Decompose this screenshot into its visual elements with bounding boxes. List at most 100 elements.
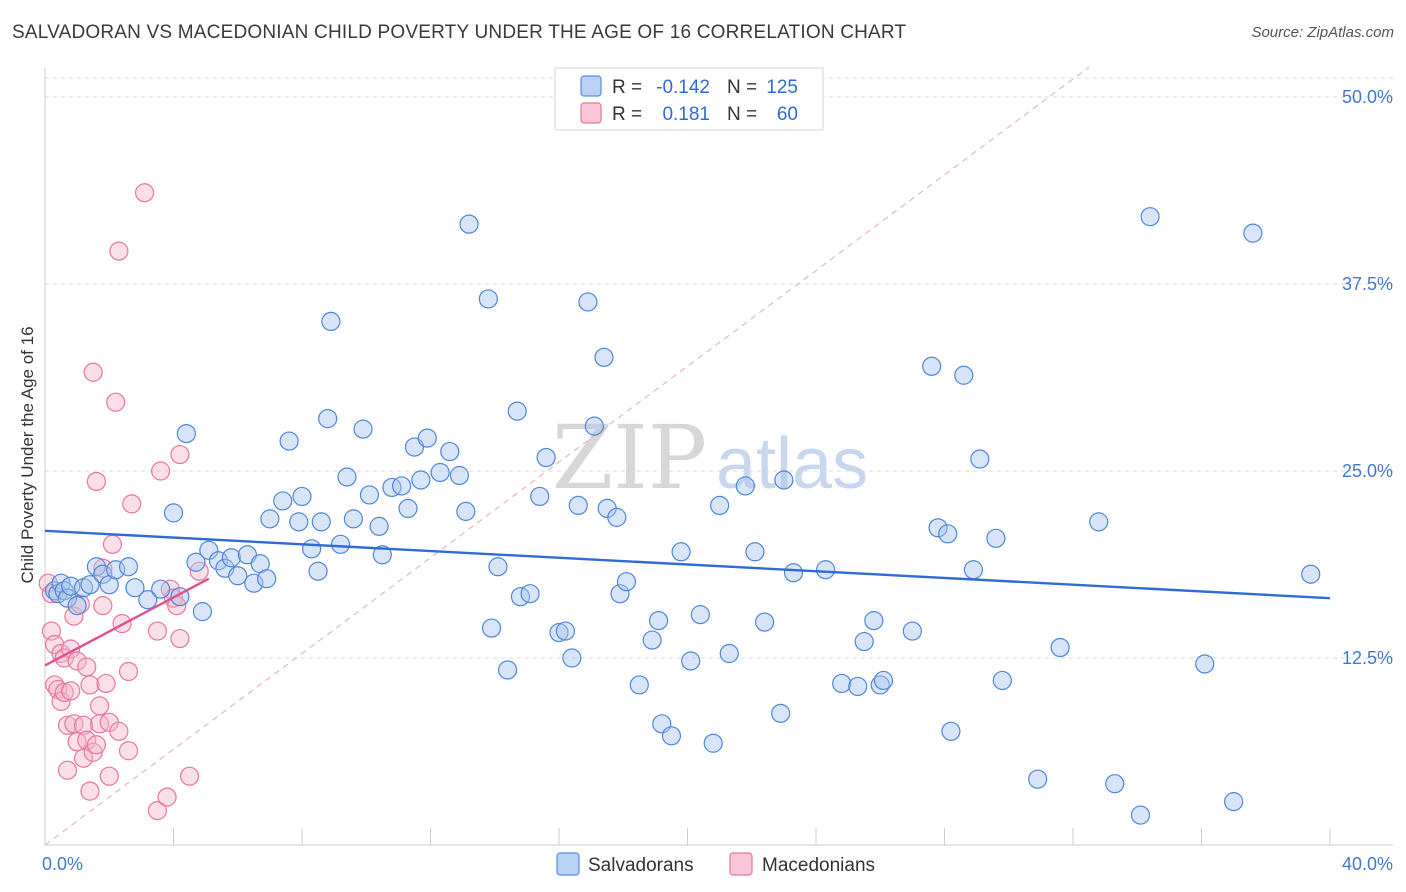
salvadoran-point <box>273 491 293 511</box>
salvadoran-point <box>80 575 100 595</box>
salvadoran-point <box>138 590 158 610</box>
salvadoran-point <box>57 588 78 608</box>
salvadoran-point <box>745 542 765 562</box>
macedonian-point <box>57 760 78 780</box>
salvadoran-point <box>568 495 588 516</box>
macedonian-point <box>122 494 142 514</box>
salvadoran-point <box>311 512 331 532</box>
salvadoran-point <box>735 476 755 496</box>
salvadoran-point <box>902 621 922 641</box>
salvadoran-point <box>562 648 582 668</box>
salvadoran-point <box>318 409 338 429</box>
y-tick-label: 50.0% <box>1342 87 1393 107</box>
watermark: ZIP atlas <box>552 406 868 509</box>
macedonian-point <box>54 682 74 703</box>
salvadoran-point <box>536 447 556 468</box>
bottom-legend-label-macedonians: Macedonians <box>762 855 875 876</box>
salvadoran-point <box>244 573 264 593</box>
salvadoran-point <box>257 569 277 589</box>
bottom-legend-label-salvadorans: Salvadorans <box>588 855 694 876</box>
salvadoran-point <box>719 643 739 664</box>
macedonian-point <box>73 715 94 735</box>
salvadoran-point <box>228 566 248 586</box>
macedonian-point <box>86 735 107 755</box>
salvadoran-point <box>816 560 836 580</box>
salvadoran-point <box>873 670 894 691</box>
macedonian-point <box>57 715 78 735</box>
salvadoran-point <box>199 540 219 560</box>
salvadoran-point <box>186 552 206 572</box>
salvadoran-point <box>1050 637 1070 658</box>
salvadoran-point <box>192 602 213 622</box>
watermark-zip: ZIP <box>552 406 707 509</box>
salvadoran-point <box>661 726 682 746</box>
macedonian-point <box>77 730 97 750</box>
salvadorans-trend-line <box>44 529 1331 600</box>
salvadoran-point <box>398 498 418 518</box>
macedonian-point <box>67 651 87 671</box>
salvadoran-point <box>221 548 241 568</box>
macedonian-point <box>80 781 100 801</box>
salvadoran-point <box>289 512 309 532</box>
salvadoran-point <box>530 486 550 507</box>
salvadoran-point <box>125 578 145 598</box>
salvadoran-point <box>703 733 723 753</box>
salvadoran-point <box>1301 564 1321 584</box>
salvadoran-point <box>954 365 974 385</box>
macedonian-point <box>93 596 113 616</box>
stats-legend: R = -0.142 N = 125 R = 0.181 N = 60 <box>554 67 824 131</box>
salvadoran-point <box>610 584 630 604</box>
salvadoran-point <box>382 477 402 498</box>
salvadoran-point <box>681 651 701 671</box>
salvadoran-point <box>864 610 884 631</box>
salvadoran-point <box>391 476 412 496</box>
trend-lines <box>44 529 1331 667</box>
salvadoran-point <box>941 721 961 741</box>
salvadoran-point <box>343 509 363 529</box>
salvadoran-point <box>337 467 357 487</box>
salvadoran-point <box>754 612 775 632</box>
macedonian-point <box>83 362 103 382</box>
salvadoran-point <box>986 528 1006 548</box>
legend-swatch-macedonians <box>580 102 602 124</box>
salvadoran-point <box>642 630 662 650</box>
reference-line <box>44 66 1090 846</box>
salvadoran-point <box>86 557 107 577</box>
chart-title: SALVADORAN VS MACEDONIAN CHILD POVERTY U… <box>12 22 907 43</box>
salvadoran-point <box>353 419 373 439</box>
salvadoran-point <box>1195 654 1215 674</box>
salvadoran-point <box>584 416 604 436</box>
macedonian-point <box>151 461 171 481</box>
salvadoran-point <box>456 501 476 521</box>
macedonian-point <box>147 621 168 641</box>
salvadoran-point <box>520 584 540 604</box>
macedonian-point <box>96 673 116 694</box>
salvadoran-point <box>629 675 649 695</box>
salvadoran-point <box>163 503 184 523</box>
salvadoran-point <box>498 660 518 680</box>
salvadoran-point <box>507 401 527 421</box>
x-tick-label-max: 40.0% <box>1342 854 1393 874</box>
macedonians-points <box>38 183 209 821</box>
macedonian-point <box>67 732 87 752</box>
salvadoran-point <box>481 618 502 638</box>
macedonian-point <box>109 721 129 741</box>
salvadoran-point <box>555 621 576 641</box>
macedonian-point <box>179 766 200 786</box>
macedonian-point <box>134 183 155 203</box>
salvadoran-point <box>449 465 470 486</box>
salvadoran-point <box>430 462 450 483</box>
salvadoran-point <box>549 622 569 643</box>
y-tick-label: 12.5% <box>1342 648 1393 668</box>
source-credit: Source: ZipAtlas.com <box>1251 24 1394 41</box>
salvadoran-point <box>922 356 942 376</box>
macedonian-point <box>109 241 129 261</box>
salvadoran-point <box>488 557 508 577</box>
macedonian-point <box>170 444 190 465</box>
salvadoran-point <box>992 670 1012 691</box>
macedonian-point <box>61 681 81 701</box>
legend-r-label: R = <box>612 77 642 98</box>
salvadoran-point <box>151 579 171 599</box>
macedonians-trend-line <box>44 577 210 667</box>
